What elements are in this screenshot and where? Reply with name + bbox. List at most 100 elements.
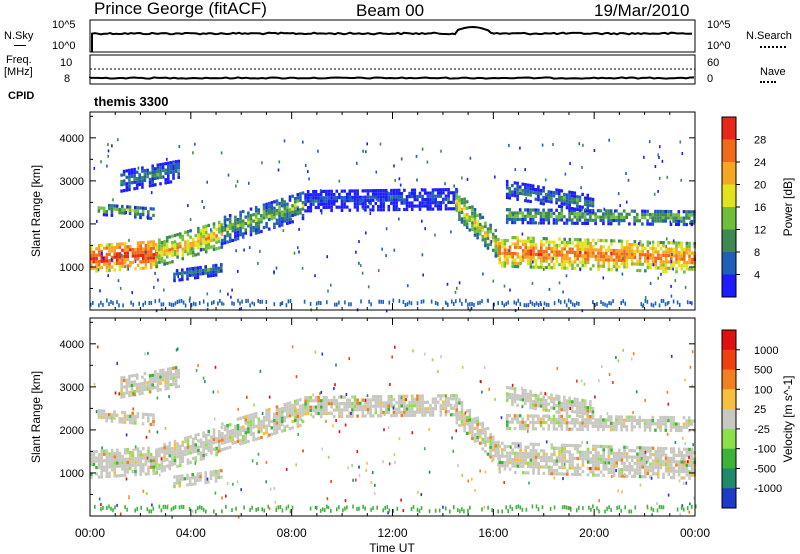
noise-cell	[246, 395, 248, 399]
data-cell	[108, 458, 111, 462]
data-cell	[135, 376, 139, 380]
data-cell	[620, 474, 624, 478]
data-cell	[280, 201, 284, 205]
data-cell	[547, 402, 551, 406]
data-cell	[649, 262, 652, 267]
data-cell	[638, 471, 642, 475]
data-cell	[683, 260, 686, 264]
data-cell	[654, 459, 657, 463]
data-cell	[384, 198, 388, 202]
data-cell	[317, 399, 320, 403]
data-cell	[202, 238, 205, 242]
data-cell	[332, 202, 336, 206]
data-cell	[597, 267, 600, 271]
data-cell	[473, 208, 477, 212]
data-cell	[685, 267, 689, 271]
data-cell	[97, 456, 101, 460]
noise-cell	[392, 406, 395, 410]
data-cell	[155, 248, 159, 252]
data-cell	[173, 481, 176, 485]
data-cell	[625, 212, 629, 216]
data-cell	[191, 270, 194, 274]
noise-cell	[290, 217, 293, 221]
data-cell	[527, 464, 530, 469]
data-cell	[503, 245, 507, 249]
data-cell	[413, 194, 417, 199]
data-cell	[563, 192, 566, 197]
noise-cell	[461, 176, 463, 180]
data-cell	[147, 213, 150, 217]
data-cell	[291, 204, 294, 208]
data-cell	[519, 448, 522, 452]
ground-cell	[100, 300, 102, 305]
data-cell	[659, 450, 663, 454]
data-cell	[220, 223, 224, 227]
data-cell	[209, 473, 213, 477]
data-cell	[667, 253, 670, 258]
noise-cell	[127, 267, 129, 271]
data-cell	[434, 400, 437, 404]
data-cell	[532, 449, 535, 453]
ground-cell	[319, 301, 322, 306]
data-cell	[325, 202, 328, 206]
data-cell	[651, 422, 655, 426]
data-cell	[306, 405, 310, 409]
data-cell	[133, 393, 136, 397]
data-cell	[152, 468, 155, 472]
noise-cell	[385, 254, 387, 258]
data-cell	[270, 432, 274, 436]
data-cell	[286, 215, 289, 219]
data-cell	[142, 257, 145, 261]
data-cell	[116, 245, 119, 250]
data-cell	[552, 421, 556, 425]
data-cell	[204, 437, 208, 441]
data-cell	[685, 264, 689, 268]
data-cell	[158, 241, 161, 245]
data-cell	[335, 408, 339, 412]
data-cell	[565, 402, 569, 406]
noise-cell	[236, 180, 239, 184]
ground-cell	[481, 299, 483, 304]
nsearch-label: N.Search	[746, 30, 792, 42]
data-cell	[151, 380, 154, 384]
data-cell	[244, 434, 248, 438]
noise-cell	[128, 238, 130, 242]
data-cell	[657, 240, 660, 244]
data-cell	[618, 255, 621, 259]
station-title: Prince George (fitACF)	[94, 0, 267, 18]
data-cell	[571, 444, 574, 448]
data-cell	[221, 435, 224, 439]
data-cell	[139, 472, 142, 476]
noise-cell	[688, 424, 690, 428]
data-cell	[565, 199, 569, 203]
data-cell	[498, 258, 501, 262]
data-cell	[589, 215, 592, 219]
data-cell	[139, 463, 142, 467]
data-cell	[633, 256, 637, 260]
data-cell	[228, 236, 232, 240]
data-cell	[173, 272, 176, 276]
data-cell	[129, 451, 132, 455]
data-cell	[408, 407, 411, 411]
data-cell	[196, 272, 200, 276]
noise-cell	[420, 188, 423, 192]
data-cell	[615, 218, 618, 223]
data-cell	[260, 419, 263, 424]
data-cell	[498, 254, 501, 258]
data-cell	[273, 425, 276, 429]
data-cell	[690, 419, 694, 423]
data-cell	[560, 218, 564, 222]
data-cell	[280, 210, 284, 214]
data-cell	[390, 401, 393, 405]
data-cell	[160, 253, 164, 257]
data-cell	[126, 264, 129, 268]
data-cell	[677, 254, 681, 258]
data-cell	[176, 455, 179, 459]
data-cell	[265, 225, 268, 229]
data-cell	[275, 421, 279, 425]
data-cell	[241, 232, 245, 236]
data-cell	[670, 476, 673, 480]
data-cell	[612, 458, 616, 462]
data-cell	[120, 173, 123, 177]
data-cell	[455, 202, 459, 206]
